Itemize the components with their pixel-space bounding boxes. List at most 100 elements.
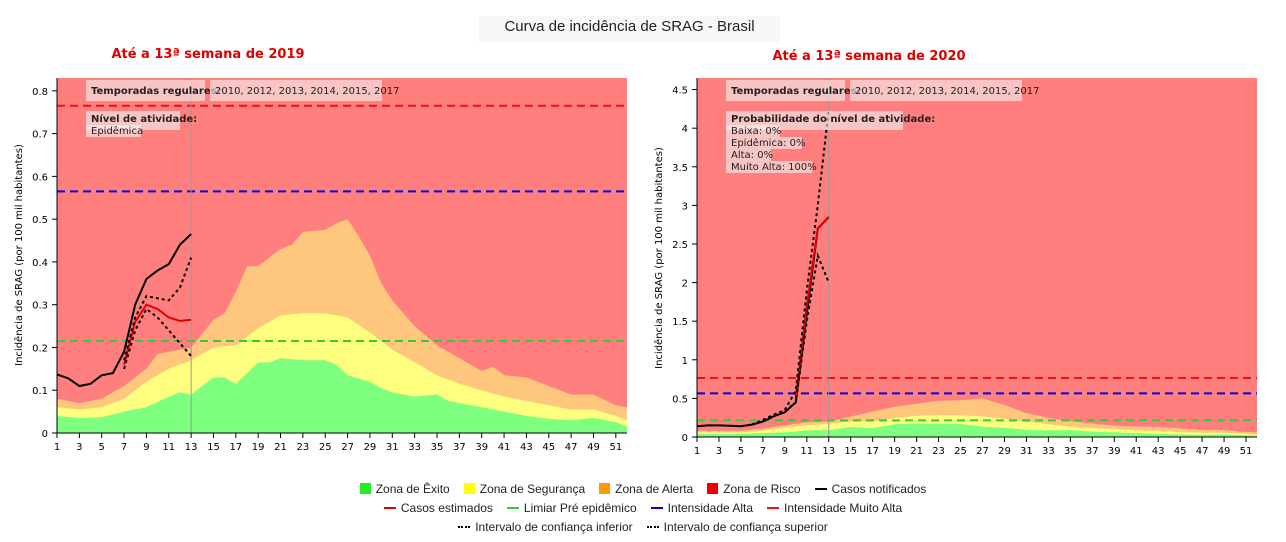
- legend-label: Zona de Alerta: [615, 482, 694, 496]
- legend-line-sample: [767, 507, 780, 509]
- level-label: Probabilidade do nível de atividade:: [731, 113, 935, 125]
- level-line: Muito Alta: 100%: [731, 162, 817, 173]
- x-tick-label: 19: [252, 442, 265, 453]
- y-tick-label: 0.4: [32, 258, 48, 269]
- x-tick-label: 33: [1042, 446, 1055, 457]
- x-tick-label: 23: [932, 446, 945, 457]
- legend-item: Intervalo de confiança inferior: [458, 520, 633, 534]
- level-line: Alta: 0%: [731, 150, 773, 161]
- y-tick-label: 0.5: [32, 215, 48, 226]
- legend-swatch: [707, 483, 719, 494]
- y-tick-label: 2.5: [672, 240, 688, 251]
- chart-2019: Até a 13ª semana de 2019 0 0.1 0.2 0.3 0.4 0.5…: [13, 47, 627, 453]
- chart-2020: Até a 13ª semana de 2020 0 0.5 1 1.5 2 2.5 3 3.5…: [653, 49, 1257, 457]
- seasons-label: Temporadas regulares:: [91, 86, 221, 97]
- x-tick-label: 29: [364, 442, 377, 453]
- legend-line-sample: [814, 488, 827, 490]
- series-line-1: [794, 216, 830, 399]
- y-tick-label: 0.1: [32, 386, 48, 397]
- seasons-value: 2010, 2012, 2013, 2014, 2015, 2017: [215, 86, 399, 97]
- legend-label: Intensidade Muito Alta: [784, 501, 903, 515]
- level-line: Epidêmica: 0%: [731, 137, 806, 149]
- legend-row: Zona de Êxito Zona de Segurança Zona de Al…: [0, 482, 1286, 501]
- legend-swatch: [599, 483, 611, 494]
- seasons-value: 2010, 2012, 2013, 2014, 2015, 2017: [855, 86, 1039, 97]
- y-tick-label: 0.3: [32, 301, 48, 312]
- y-tick-label: 0.6: [32, 172, 48, 183]
- x-tick-label: 9: [782, 446, 788, 457]
- seasons-label-box: [726, 80, 845, 101]
- legend-label: Zona de Segurança: [479, 482, 586, 496]
- legend: Zona de Êxito Zona de Segurança Zona de Al…: [0, 482, 1286, 539]
- x-tick-label: 51: [609, 442, 622, 453]
- x-tick-label: 1: [694, 446, 700, 457]
- y-tick-label: 0.2: [32, 343, 48, 354]
- level-line-box: [726, 137, 802, 149]
- legend-line-sample: [506, 507, 519, 509]
- x-tick-label: 31: [1020, 446, 1033, 457]
- x-tick-label: 15: [844, 446, 857, 457]
- x-tick-label: 37: [1086, 446, 1099, 457]
- x-tick-label: 11: [162, 442, 175, 453]
- x-tick-label: 43: [520, 442, 533, 453]
- level-label: Nível de atividade:: [91, 113, 197, 125]
- legend-item: Intensidade Alta: [650, 501, 753, 515]
- legend-item: Casos notificados: [814, 482, 927, 496]
- y-tick-label: 3.5: [672, 163, 688, 174]
- y-tick-label: 0: [682, 433, 688, 444]
- chart-title: Até a 13ª semana de 2019: [111, 47, 304, 62]
- y-tick-label: 2: [682, 279, 688, 290]
- y-tick-label: 0.8: [32, 87, 48, 98]
- legend-item: Zona de Alerta: [599, 482, 693, 496]
- level-line-box: [726, 125, 780, 137]
- y-tick-label: 0: [42, 429, 48, 440]
- legend-item: Intervalo de confiança superior: [646, 520, 828, 534]
- x-tick-label: 39: [1108, 446, 1121, 457]
- y-tick-label: 1.5: [672, 317, 688, 328]
- x-tick-label: 17: [866, 446, 879, 457]
- x-tick-label: 17: [229, 442, 242, 453]
- y-axis-label: Incidência de SRAG (por 100 mil habitant…: [13, 144, 25, 366]
- legend-label: Casos notificados: [831, 482, 927, 496]
- x-tick-label: 45: [542, 442, 555, 453]
- legend-item: Intensidade Muito Alta: [767, 501, 902, 515]
- x-tick-label: 35: [431, 442, 444, 453]
- x-tick-label: 31: [386, 442, 399, 453]
- x-tick-label: 49: [587, 442, 600, 453]
- seasons-value-box: [850, 80, 1022, 101]
- legend-label: Zona de Risco: [723, 482, 801, 496]
- legend-label: Casos estimados: [400, 501, 493, 515]
- x-tick-label: 13: [822, 446, 835, 457]
- legend-label: Limiar Pré epidêmico: [523, 501, 637, 515]
- legend-line-sample: [458, 526, 471, 528]
- y-tick-label: 3: [682, 201, 688, 212]
- legend-swatch: [359, 483, 371, 494]
- x-tick-label: 15: [207, 442, 220, 453]
- y-tick-label: 4: [682, 124, 688, 135]
- legend-label: Intervalo de confiança superior: [663, 520, 828, 534]
- x-tick-label: 3: [716, 446, 722, 457]
- legend-item: Casos estimados: [383, 501, 493, 515]
- y-tick-label: 0.7: [32, 130, 48, 141]
- x-tick-label: 5: [738, 446, 744, 457]
- x-tick-label: 49: [1218, 446, 1231, 457]
- x-tick-label: 21: [910, 446, 923, 457]
- y-tick-label: 1: [682, 356, 688, 367]
- zone-exito: [57, 358, 627, 433]
- x-tick-label: 35: [1064, 446, 1077, 457]
- x-tick-label: 25: [319, 442, 332, 453]
- x-tick-label: 7: [121, 442, 127, 453]
- series-line-1: [123, 303, 192, 365]
- x-tick-label: 27: [341, 442, 354, 453]
- legend-swatch: [463, 483, 475, 494]
- x-tick-label: 39: [475, 442, 488, 453]
- legend-row: Casos estimados Limiar Pré epidêmico Inten…: [0, 501, 1286, 520]
- x-tick-label: 7: [760, 446, 766, 457]
- legend-label: Intervalo de confiança inferior: [475, 520, 633, 534]
- x-tick-label: 37: [453, 442, 466, 453]
- seasons-label-box: [86, 80, 205, 101]
- x-tick-label: 47: [1196, 446, 1209, 457]
- level-line-box: [86, 125, 141, 137]
- x-tick-label: 47: [565, 442, 578, 453]
